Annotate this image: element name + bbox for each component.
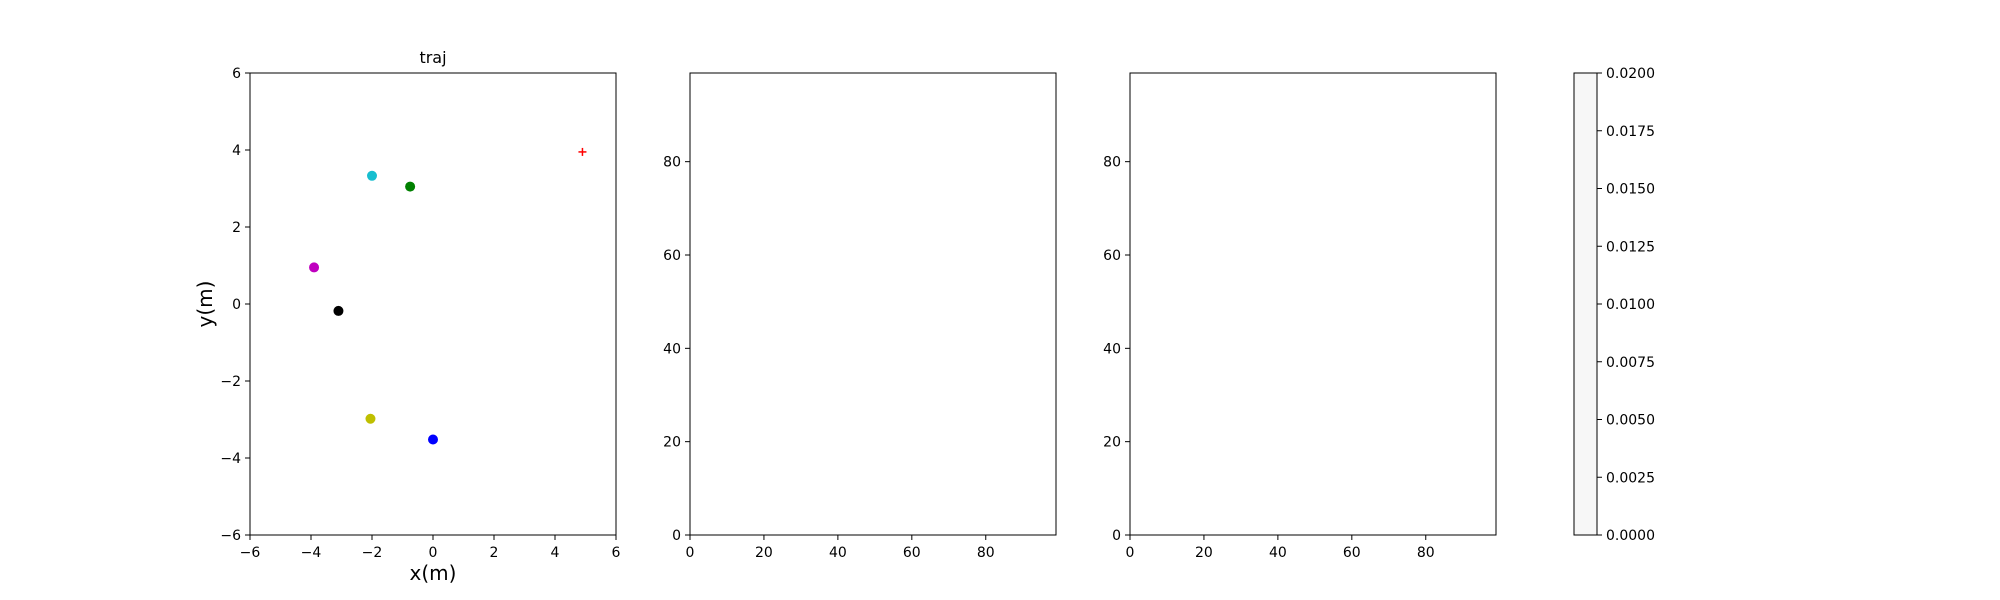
colorbar-tick-label: 0.0125 — [1606, 239, 1655, 255]
map-1-y-tick-label: 0 — [672, 528, 681, 544]
agent-point — [333, 305, 344, 316]
traj-x-axis-label: x(m) — [410, 561, 457, 585]
traj-y-tick-label: 4 — [232, 143, 241, 159]
goal-marker — [578, 147, 587, 156]
map-1-y-tick-label: 40 — [663, 341, 681, 357]
agent-point — [367, 170, 377, 181]
agent-point — [309, 262, 320, 273]
traj-x-tick-label: 6 — [612, 545, 621, 561]
map-2-x-tick-label: 40 — [1269, 545, 1287, 561]
traj-y-tick-label: 2 — [232, 220, 241, 236]
traj-x-ticks: −6 −4 −2 0 2 4 6 — [240, 535, 621, 561]
traj-x-tick-label: 0 — [429, 545, 438, 561]
map-2-y-ticks: 0 20 40 60 80 — [1103, 155, 1130, 544]
map-1-x-tick-label: 60 — [903, 545, 921, 561]
map-2-y-tick-label: 0 — [1112, 528, 1121, 544]
traj-y-ticks: −6 −4 −2 0 2 4 6 — [220, 66, 250, 544]
map-2-x-tick-label: 0 — [1126, 545, 1135, 561]
traj-y-axis-label: y(m) — [193, 281, 217, 328]
map-2-y-tick-label: 40 — [1103, 341, 1121, 357]
map-1-plot-frame — [689, 72, 1057, 536]
traj-y-tick-label: −6 — [220, 528, 241, 544]
map-2-x-ticks: 0 20 40 60 80 — [1126, 535, 1435, 561]
map-1-x-tick-label: 80 — [977, 545, 995, 561]
map-2-x-tick-label: 80 — [1417, 545, 1435, 561]
agent-point — [428, 434, 438, 445]
map-1-x-ticks: 0 20 40 60 80 — [686, 535, 995, 561]
traj-y-tick-label: 0 — [232, 297, 241, 313]
map-2-plot-frame — [1129, 72, 1497, 536]
map-panel-1: 0 20 40 60 80 0 20 40 60 80 — [663, 72, 1057, 561]
colorbar-tick-label: 0.0200 — [1606, 66, 1655, 82]
traj-plot-frame — [249, 72, 617, 536]
map-2-x-tick-label: 20 — [1195, 545, 1213, 561]
colorbar-tick-label: 0.0050 — [1606, 413, 1655, 429]
map-2-y-tick-label: 60 — [1103, 248, 1121, 264]
traj-x-tick-label: 4 — [551, 545, 560, 561]
map-1-y-tick-label: 60 — [663, 248, 681, 264]
colorbar-tick-label: 0.0025 — [1606, 470, 1655, 486]
traj-y-tick-label: −4 — [220, 451, 241, 467]
agent-point — [405, 181, 416, 192]
traj-y-tick-label: 6 — [232, 66, 241, 82]
colorbar-gradient — [1573, 72, 1598, 536]
colorbar-tick-label: 0.0075 — [1606, 355, 1655, 371]
traj-x-tick-label: −2 — [362, 545, 383, 561]
traj-x-tick-label: −6 — [240, 545, 261, 561]
map-1-x-tick-label: 20 — [755, 545, 773, 561]
colorbar-tick-label: 0.0175 — [1606, 124, 1655, 140]
traj-title: traj — [419, 48, 446, 67]
colorbar-tick-label: 0.0100 — [1606, 297, 1655, 313]
colorbar-ticks: 0.0000 0.0025 0.0050 0.0075 0.0100 0.0125 0.01… — [1597, 66, 1655, 544]
map-2-x-tick-label: 60 — [1343, 545, 1361, 561]
map-1-y-tick-label: 80 — [663, 155, 681, 171]
colorbar-tick-label: 0.0150 — [1606, 182, 1655, 198]
map-1-x-tick-label: 40 — [829, 545, 847, 561]
colorbar-tick-label: 0.0000 — [1606, 528, 1655, 544]
map-1-y-ticks: 0 20 40 60 80 — [663, 155, 690, 544]
map-1-y-tick-label: 20 — [663, 435, 681, 451]
map-1-x-tick-label: 0 — [686, 545, 695, 561]
agent-point — [365, 413, 376, 424]
traj-points — [309, 147, 587, 445]
map-2-y-tick-label: 80 — [1103, 155, 1121, 171]
traj-x-tick-label: 2 — [490, 545, 499, 561]
map-panel-2: 0 20 40 60 80 0 20 40 60 80 — [1103, 72, 1497, 561]
map-2-y-tick-label: 20 — [1103, 435, 1121, 451]
colorbar: 0.0000 0.0025 0.0050 0.0075 0.0100 0.0125 0.01… — [1573, 66, 1655, 544]
traj-x-tick-label: −4 — [301, 545, 322, 561]
traj-panel: traj x(m) y(m) −6 −4 −2 0 2 4 6 −6 −4 −2 0 2 4 6 — [193, 48, 621, 585]
traj-y-tick-label: −2 — [220, 374, 241, 390]
